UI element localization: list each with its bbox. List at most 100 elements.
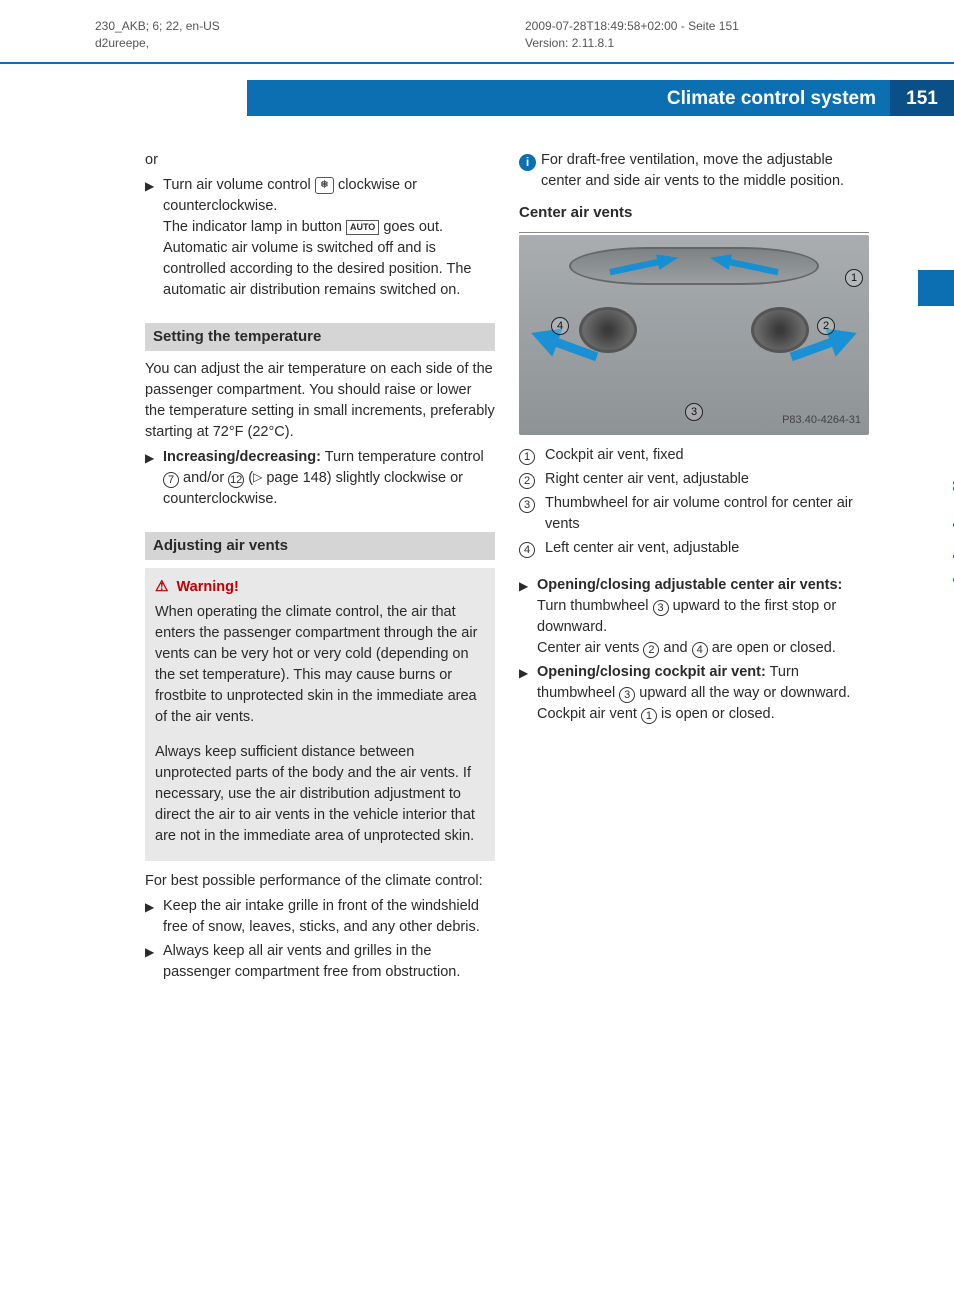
chapter-header: Climate control system 151 (247, 80, 954, 116)
thumb-tab (918, 270, 954, 306)
info-text: For draft-free ventilation, move the adj… (541, 150, 869, 192)
txt: Always keep all air vents and grilles in… (163, 941, 495, 983)
ref-7: 7 (163, 472, 179, 488)
bullet-body: Opening/closing adjustable center air ve… (537, 575, 869, 659)
ref-12: 12 (228, 472, 244, 488)
legend-row: 1 Cockpit air vent, fixed (519, 445, 869, 466)
callout-1: 1 (845, 269, 863, 287)
legend-3: Thumbwheel for air volume control for ce… (545, 493, 869, 535)
legend-num: 1 (519, 445, 545, 466)
ref-2: 2 (643, 642, 659, 658)
section-adjusting-vents: Adjusting air vents (145, 532, 495, 560)
bullet-open-close-center: ▶ Opening/closing adjustable center air … (519, 575, 869, 659)
fan-icon: ❅ (315, 177, 334, 194)
defrost-slot (569, 247, 819, 285)
bullet-body: Opening/closing cockpit air vent: Turn t… (537, 662, 869, 725)
warning-icon: ⚠ (155, 576, 168, 598)
continuation-or: or (145, 150, 495, 171)
legend-row: 4 Left center air vent, adjustable (519, 538, 869, 559)
info-icon: i (519, 154, 536, 171)
meta-right: 2009-07-28T18:49:58+02:00 - Seite 151 Ve… (525, 18, 739, 53)
info-note: i For draft-free ventilation, move the a… (519, 150, 869, 192)
txt: The indicator lamp in button (163, 219, 346, 235)
txt: Turn temperature control (325, 449, 484, 465)
meta-right-1: 2009-07-28T18:49:58+02:00 - Seite 151 (525, 18, 739, 35)
bullet-arrow-icon: ▶ (145, 175, 163, 301)
best-performance: For best possible performance of the cli… (145, 871, 495, 892)
bullet-arrow-icon: ▶ (519, 662, 537, 725)
txt: Cockpit air vent (537, 706, 641, 722)
txt: are open or closed. (712, 640, 836, 656)
legend-num: 3 (519, 493, 545, 535)
label: Opening/closing cockpit air vent: (537, 664, 766, 680)
ref-4: 4 (692, 642, 708, 658)
figure-center-air-vents: 1 2 3 4 P83.40-4264-31 (519, 235, 869, 435)
vent-left (579, 307, 637, 353)
meta-left: 230_AKB; 6; 22, en-US d2ureepe, (95, 18, 220, 53)
callout-4: 4 (551, 317, 569, 335)
vent-right (751, 307, 809, 353)
txt: Keep the air intake grille in front of t… (163, 896, 495, 938)
bullet-body: Turn air volume control ❅ clockwise or c… (163, 175, 495, 301)
txt: Turn air volume control (163, 177, 315, 193)
label: Opening/closing adjustable center air ve… (537, 577, 842, 593)
meta-left-2: d2ureepe, (95, 35, 220, 52)
txt: Center air vents (537, 640, 643, 656)
auto-icon: AUTO (346, 220, 379, 235)
left-column: or ▶ Turn air volume control ❅ clockwise… (145, 150, 495, 983)
txt: and (663, 640, 691, 656)
bullet-open-close-cockpit: ▶ Opening/closing cockpit air vent: Turn… (519, 662, 869, 725)
info-icon-col: i (519, 150, 541, 192)
section-setting-temperature: Setting the temperature (145, 323, 495, 351)
page-body: or ▶ Turn air volume control ❅ clockwise… (145, 150, 870, 983)
txt: Turn thumbwheel (537, 598, 653, 614)
rule (519, 232, 869, 233)
bullet-arrow-icon: ▶ (519, 575, 537, 659)
txt: and/or (183, 470, 228, 486)
bullet-arrow-icon: ▶ (145, 447, 163, 510)
meta-right-2: Version: 2.11.8.1 (525, 35, 739, 52)
temp-intro: You can adjust the air temperature on ea… (145, 359, 495, 443)
ref-3: 3 (653, 600, 669, 616)
circled-3: 3 (519, 497, 535, 513)
legend-num: 4 (519, 538, 545, 559)
legend-row: 3 Thumbwheel for air volume control for … (519, 493, 869, 535)
bullet-temp: ▶ Increasing/decreasing: Turn temperatur… (145, 447, 495, 510)
circled-4: 4 (519, 542, 535, 558)
warning-p1: When operating the climate control, the … (155, 602, 485, 728)
print-meta: 230_AKB; 6; 22, en-US d2ureepe, 2009-07-… (0, 18, 954, 53)
legend-2: Right center air vent, adjustable (545, 469, 869, 490)
legend-4: Left center air vent, adjustable (545, 538, 869, 559)
circled-2: 2 (519, 473, 535, 489)
page-number: 151 (890, 80, 954, 116)
legend-num: 2 (519, 469, 545, 490)
meta-left-1: 230_AKB; 6; 22, en-US (95, 18, 220, 35)
chapter-title: Climate control system (247, 80, 890, 116)
txt: is open or closed. (661, 706, 775, 722)
bullet-perf-2: ▶ Always keep all air vents and grilles … (145, 941, 495, 983)
legend-1: Cockpit air vent, fixed (545, 445, 869, 466)
right-column: i For draft-free ventilation, move the a… (519, 150, 869, 983)
legend-row: 2 Right center air vent, adjustable (519, 469, 869, 490)
callout-2: 2 (817, 317, 835, 335)
warning-heading: ⚠ Warning! (155, 576, 485, 598)
bullet-air-volume: ▶ Turn air volume control ❅ clockwise or… (145, 175, 495, 301)
page-ref-icon: ▷ (253, 470, 262, 484)
top-rule (0, 62, 954, 64)
txt: upward all the way or downward. (639, 685, 850, 701)
bullet-body: Increasing/decreasing: Turn temperature … (163, 447, 495, 510)
warning-box: ⚠ Warning! When operating the climate co… (145, 568, 495, 861)
bullet-arrow-icon: ▶ (145, 941, 163, 983)
label: Increasing/decreasing: (163, 449, 321, 465)
subheading-center-vents: Center air vents (519, 202, 869, 224)
bullet-perf-1: ▶ Keep the air intake grille in front of… (145, 896, 495, 938)
callout-3: 3 (685, 403, 703, 421)
warning-p2: Always keep sufficient distance between … (155, 742, 485, 847)
section-side-label: Controls in detail (948, 480, 954, 652)
ref-1: 1 (641, 708, 657, 724)
figure-id: P83.40-4264-31 (782, 413, 861, 429)
bullet-arrow-icon: ▶ (145, 896, 163, 938)
circled-1: 1 (519, 449, 535, 465)
ref-3: 3 (619, 687, 635, 703)
warning-title: Warning! (176, 579, 238, 595)
